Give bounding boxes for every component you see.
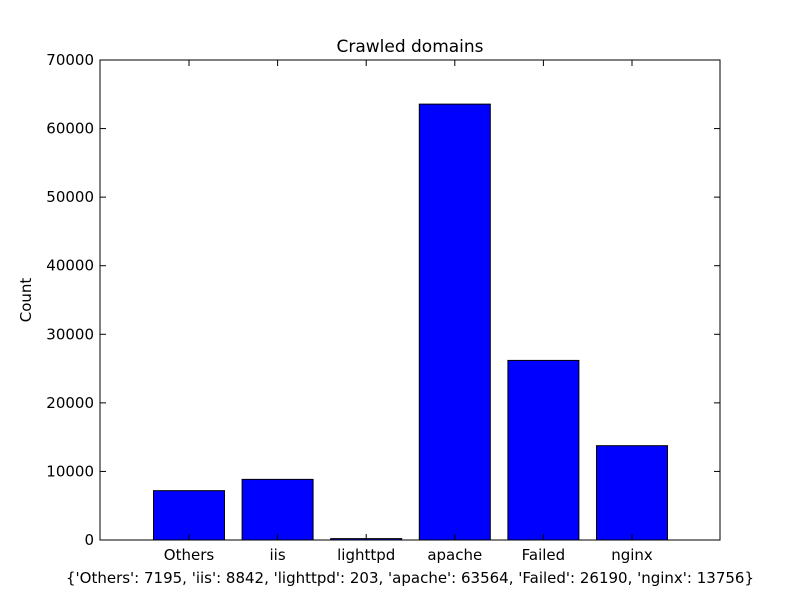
bar-nginx [596, 445, 668, 541]
y-tick-label: 0 [84, 531, 94, 549]
bar-apache [418, 103, 491, 541]
y-tick-label: 20000 [46, 394, 94, 412]
y-tick-label: 10000 [46, 462, 94, 480]
y-tick-label: 50000 [46, 188, 94, 206]
x-tick-label: iis [270, 546, 286, 564]
x-tick-label: apache [427, 546, 482, 564]
x-tick-label: Failed [522, 546, 566, 564]
plot-frame [99, 59, 721, 541]
y-tick-label: 30000 [46, 325, 94, 343]
footer-text: {'Others': 7195, 'iis': 8842, 'lighttpd'… [66, 569, 754, 587]
y-tick-label: 60000 [46, 120, 94, 138]
y-tick-label: 70000 [46, 51, 94, 69]
y-axis-label: Count [17, 278, 35, 323]
x-tick-label: nginx [611, 546, 653, 564]
x-tick-label: Others [164, 546, 215, 564]
bar-others [153, 490, 225, 541]
bar-iis [241, 478, 314, 541]
chart-title: Crawled domains [336, 37, 483, 57]
y-tick-label: 40000 [46, 257, 94, 275]
bar-failed [507, 359, 580, 541]
x-tick-label: lighttpd [337, 546, 395, 564]
plot-area: 0 10000 20000 30000 40000 50000 60000 70000 Othe… [46, 51, 721, 564]
